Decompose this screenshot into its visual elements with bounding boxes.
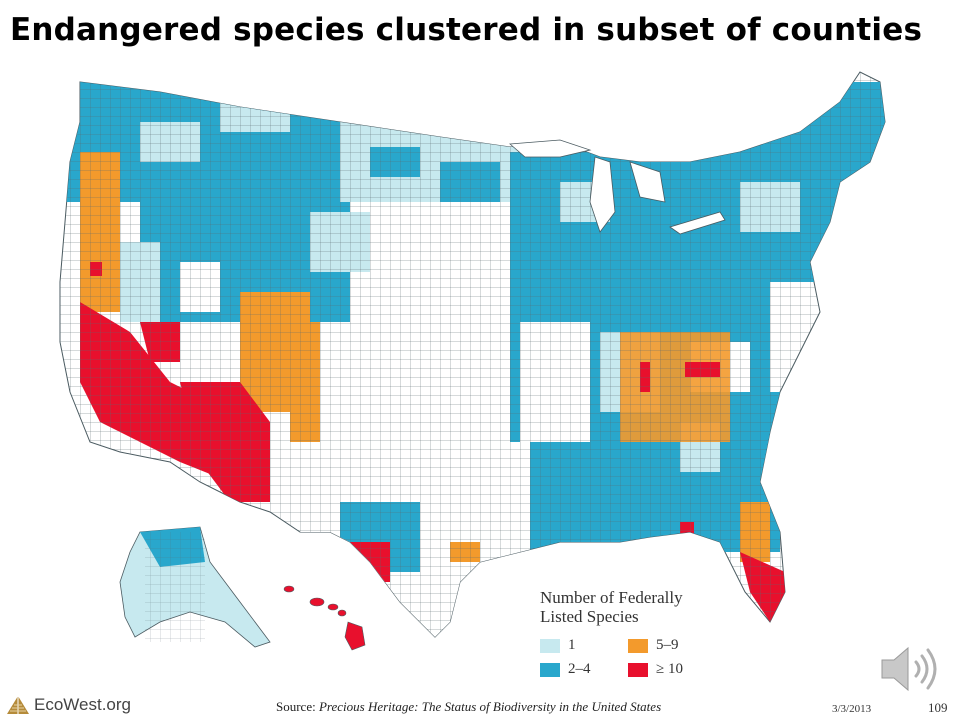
legend-title-line2: Listed Species <box>540 607 639 626</box>
page-number: 109 <box>928 700 948 715</box>
ecowest-brand-text: EcoWest.org <box>34 695 132 714</box>
legend-swatch <box>540 663 560 677</box>
lake-superior <box>509 139 592 158</box>
alaska-inset <box>119 526 271 648</box>
legend-label: 1 <box>568 637 576 653</box>
legend-item-2-4: 2–4 <box>540 660 620 680</box>
legend-items: 1 5–9 2–4 ≥ 10 <box>540 636 720 686</box>
legend-label: ≥ 10 <box>656 661 683 677</box>
slide-date: 3/3/2013 <box>832 703 872 715</box>
speaker-icon[interactable] <box>876 640 942 698</box>
source-prefix: Source: <box>276 699 319 714</box>
legend-label: 5–9 <box>656 637 679 653</box>
lake-erie <box>669 211 726 235</box>
legend-title: Number of Federally Listed Species <box>540 588 720 626</box>
legend-label: 2–4 <box>568 661 591 677</box>
source-citation: Source: Precious Heritage: The Status of… <box>276 699 736 715</box>
us-county-species-map <box>59 71 886 651</box>
source-title: Precious Heritage: The Status of Biodive… <box>318 699 662 714</box>
eco-west-tent-icon <box>7 696 29 714</box>
lake-huron <box>629 161 666 203</box>
legend-swatch <box>540 639 560 653</box>
ecowest-logo: EcoWest.org <box>6 694 136 716</box>
legend-title-line1: Number of Federally <box>540 588 683 607</box>
lake-michigan <box>589 156 616 233</box>
legend-item-1: 1 <box>540 636 620 656</box>
legend-item-5-9: 5–9 <box>628 636 718 656</box>
legend: Number of Federally Listed Species 1 5–9… <box>540 588 740 677</box>
legend-item-10-plus: ≥ 10 <box>628 660 718 680</box>
slide-title: Endangered species clustered in subset o… <box>10 12 923 48</box>
hawaii-inset <box>283 585 366 651</box>
legend-swatch <box>628 663 648 677</box>
legend-swatch <box>628 639 648 653</box>
